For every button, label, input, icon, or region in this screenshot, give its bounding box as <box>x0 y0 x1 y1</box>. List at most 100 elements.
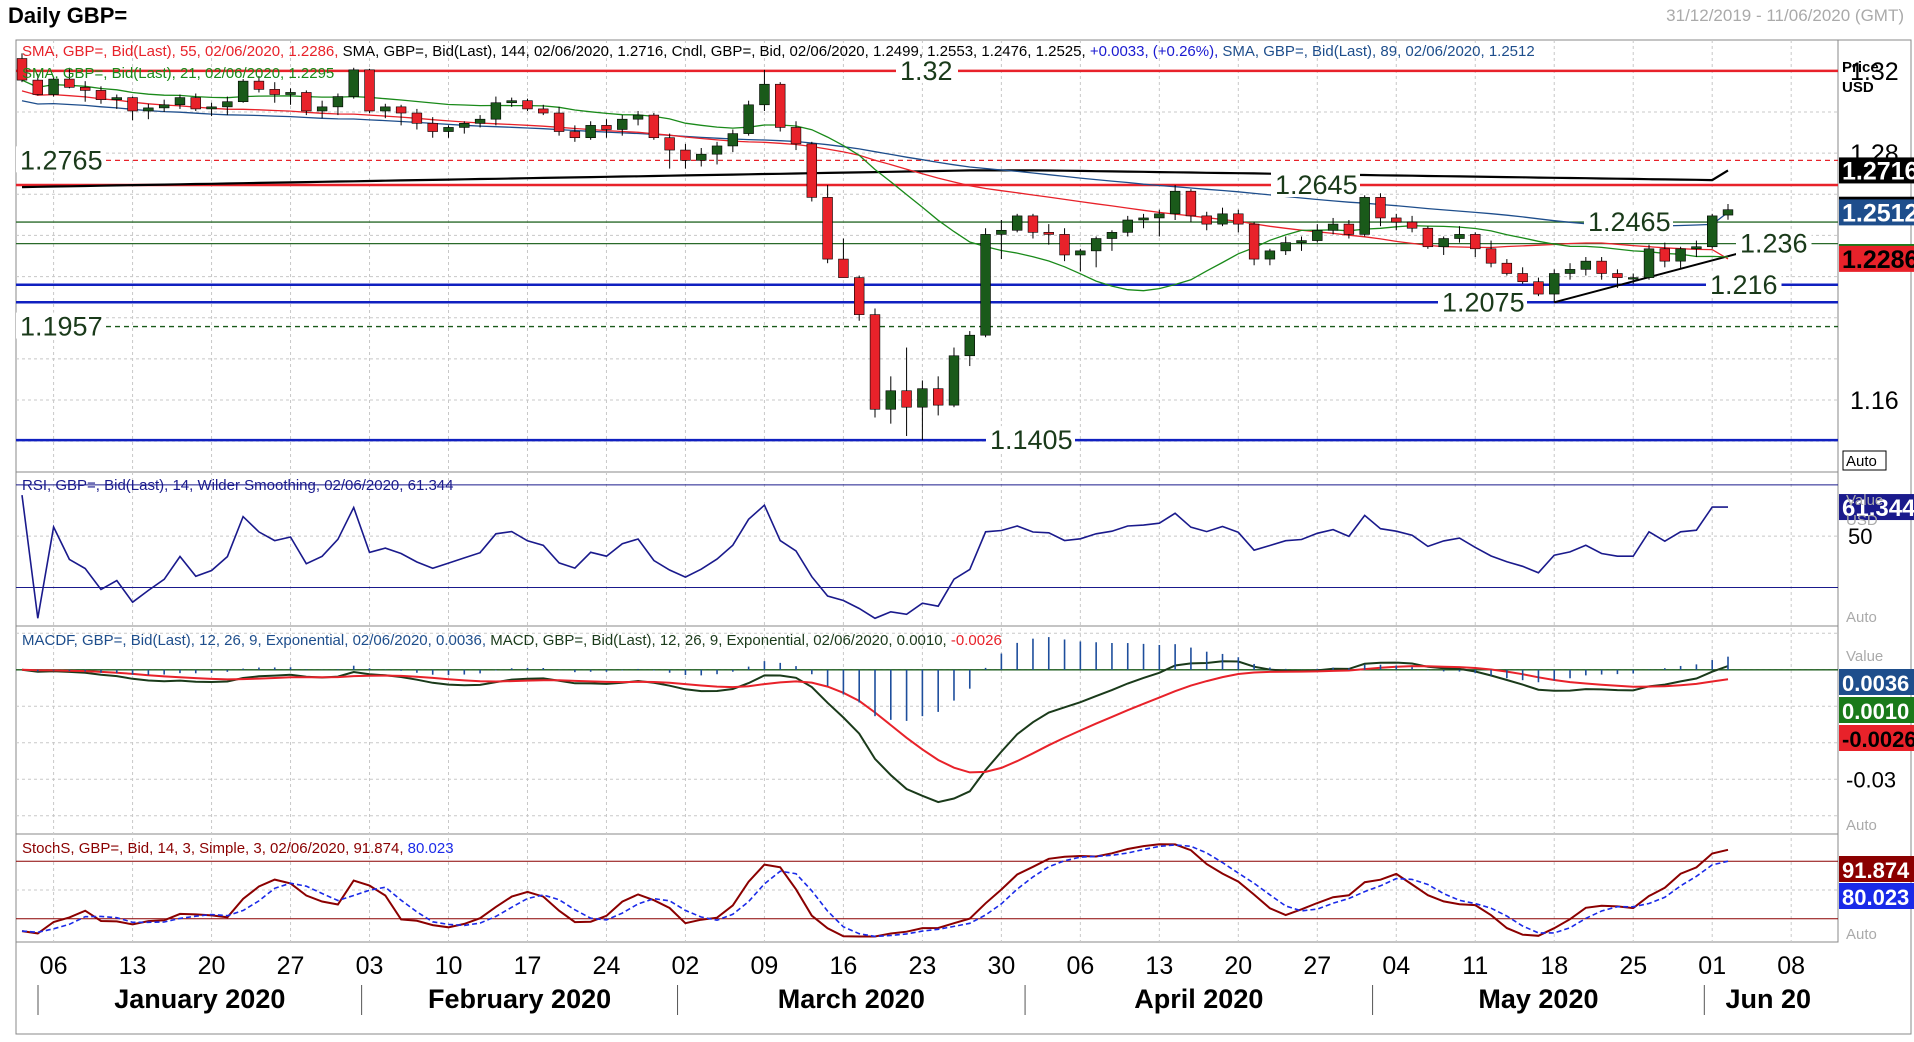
candle-body <box>206 106 217 110</box>
candle-body <box>1106 232 1118 239</box>
levels-layer <box>16 69 1838 442</box>
x-day-label: 30 <box>987 952 1015 980</box>
sma-89-line <box>21 100 1729 228</box>
candle-body <box>632 114 644 120</box>
macd-legend: MACDF, GBP=, Bid(Last), 12, 26, 9, Expon… <box>22 632 1002 649</box>
price-tick: 1.16 <box>1850 387 1899 415</box>
price-axis-title: Price <box>1842 59 1879 76</box>
candle-body <box>16 58 28 81</box>
candle-body <box>222 101 233 108</box>
x-day-label: 27 <box>277 952 305 980</box>
macd-axis-title: Value <box>1846 648 1883 665</box>
candle-body <box>364 69 375 112</box>
price-tick: 1.32 <box>1850 58 1899 86</box>
candle-body <box>1612 273 1623 278</box>
candle-body <box>64 78 75 88</box>
candle-body <box>1375 197 1386 219</box>
rsi-line <box>21 494 1728 620</box>
candle-body <box>759 83 770 106</box>
candle-body <box>790 127 802 145</box>
x-day-label: 17 <box>514 952 542 980</box>
price-legend-part-2: Cndl, GBP=, Bid, 02/06/2020, 1.2499, 1.2… <box>672 43 1090 60</box>
candle-body <box>885 390 896 410</box>
candle-body <box>1264 250 1276 260</box>
candle-body <box>664 137 675 151</box>
candle-body <box>932 388 944 406</box>
candle-body <box>917 388 928 408</box>
candle-body <box>506 100 517 104</box>
rsi-layer <box>16 484 1838 620</box>
candle-body <box>822 197 833 260</box>
level-label-1.216: 1.216 <box>1710 270 1778 300</box>
macd-legend-part3: -0.0026 <box>951 632 1002 649</box>
candle-body <box>648 114 660 139</box>
macd-value-tag-text: 0.0010 <box>1842 699 1909 724</box>
macd-layer <box>16 637 1838 804</box>
candle-body <box>1359 197 1370 235</box>
price-legend-part-1: SMA, GBP=, Bid(Last), 144, 02/06/2020, 1… <box>343 43 672 60</box>
price-auto-button[interactable] <box>1842 450 1887 471</box>
price-legend-line1: SMA, GBP=, Bid(Last), 55, 02/06/2020, 1.… <box>22 43 1535 60</box>
candle-body <box>569 131 581 139</box>
candle-body <box>538 108 549 114</box>
candle-body <box>696 153 707 161</box>
candle-body <box>1027 215 1039 233</box>
candle-body <box>48 78 59 95</box>
candle-body <box>1233 213 1244 225</box>
candle-body <box>1580 260 1592 270</box>
stoch-value-tag <box>1839 856 1914 882</box>
candle-body <box>585 125 596 139</box>
candle-body <box>1122 219 1133 233</box>
candle-body <box>996 229 1007 235</box>
candle-body <box>190 97 201 110</box>
level-label-1.2075: 1.2075 <box>1442 287 1525 317</box>
candle-body <box>869 314 881 410</box>
candle-body <box>174 97 186 106</box>
level-labels-layer: 1.32 1.2765 1.2645 1.2465 1.236 1.216 1.2075 1.… <box>16 56 1812 455</box>
candle-body <box>111 97 122 100</box>
x-day-label: 18 <box>1540 952 1568 980</box>
candle-body <box>1422 227 1434 248</box>
level-label-bg <box>1584 208 1673 235</box>
x-day-label: 11 <box>1462 952 1488 980</box>
stoch-legend-part2: 80.023 <box>408 840 454 857</box>
axis-layer: 1.321.281.161.27161.2521.25121.22951.228… <box>37 58 1914 1015</box>
candle-body <box>1564 269 1576 274</box>
candle-body <box>775 83 786 128</box>
candle-body <box>316 106 328 112</box>
candle-body <box>285 92 296 95</box>
candle-body <box>1201 215 1212 225</box>
macd-value-tag-text: 0.0036 <box>1842 671 1909 696</box>
x-month-label: February 2020 <box>428 984 611 1014</box>
candle-body <box>1327 223 1339 231</box>
candle-body <box>1675 248 1686 262</box>
level-label-bg <box>1271 171 1360 198</box>
stoch-auto-label[interactable]: Auto <box>1846 926 1877 943</box>
candle-body <box>1501 262 1513 274</box>
x-day-label: 20 <box>198 952 226 980</box>
candle-body <box>1343 223 1355 235</box>
level-label-bg <box>16 146 105 173</box>
candle-body <box>1154 213 1165 219</box>
x-month-label: April 2020 <box>1134 984 1263 1014</box>
macd-value-tag-text: -0.0026 <box>1842 727 1914 752</box>
candle-body <box>237 80 249 103</box>
candle-body <box>459 123 470 128</box>
macd-auto-label[interactable]: Auto <box>1846 817 1877 834</box>
candle-body <box>79 87 91 91</box>
candle-body <box>1628 277 1639 280</box>
stoch-legend-part1: StochS, GBP=, Bid, 14, 3, Simple, 3, 02/… <box>22 840 408 857</box>
price-value-tag-text: 1.2512 <box>1842 199 1914 227</box>
level-label-bg <box>16 312 105 339</box>
rsi-tick: 50 <box>1848 524 1872 549</box>
candle-body <box>158 104 170 109</box>
candle-body <box>711 145 723 155</box>
x-day-label: 04 <box>1382 952 1410 980</box>
x-day-label: 09 <box>751 952 779 980</box>
rsi-auto-label[interactable]: Auto <box>1846 609 1877 626</box>
stoch-layer <box>16 843 1838 938</box>
candle-body <box>253 80 265 90</box>
level-label-1.236: 1.236 <box>1740 229 1808 259</box>
macd-value-tag <box>1839 669 1914 695</box>
